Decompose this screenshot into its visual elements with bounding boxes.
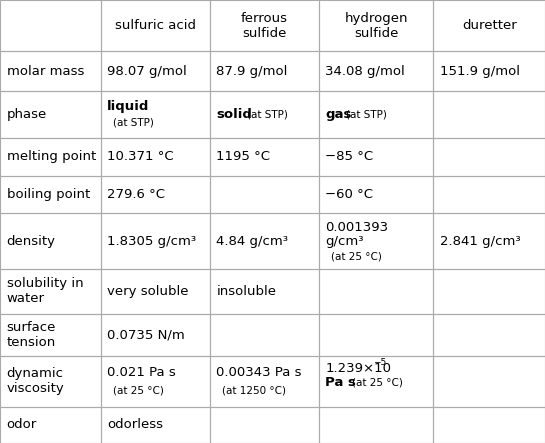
- Bar: [319, 176, 433, 214]
- Bar: [101, 138, 210, 176]
- Text: liquid: liquid: [107, 100, 150, 113]
- Text: (at STP): (at STP): [247, 109, 288, 120]
- Bar: [433, 407, 545, 443]
- Text: 0.00343 Pa s: 0.00343 Pa s: [216, 366, 302, 379]
- Bar: [433, 51, 545, 91]
- Text: 279.6 °C: 279.6 °C: [107, 188, 165, 201]
- Bar: [319, 356, 433, 407]
- Bar: [210, 314, 319, 356]
- Bar: [101, 214, 210, 269]
- Text: 98.07 g/mol: 98.07 g/mol: [107, 65, 187, 78]
- Text: (at 25 °C): (at 25 °C): [352, 378, 402, 388]
- Text: surface
tension: surface tension: [7, 321, 56, 349]
- Text: 2.841 g/cm³: 2.841 g/cm³: [440, 235, 520, 248]
- Bar: [101, 314, 210, 356]
- Text: 0.001393: 0.001393: [325, 221, 389, 234]
- Bar: [0, 269, 101, 314]
- Bar: [210, 51, 319, 91]
- Text: 1.8305 g/cm³: 1.8305 g/cm³: [107, 235, 197, 248]
- Text: 1195 °C: 1195 °C: [216, 150, 270, 163]
- Text: (at STP): (at STP): [346, 109, 387, 120]
- Bar: [319, 269, 433, 314]
- Text: solid: solid: [216, 108, 252, 121]
- Bar: [101, 0, 210, 51]
- Text: very soluble: very soluble: [107, 285, 189, 298]
- Bar: [319, 314, 433, 356]
- Bar: [433, 214, 545, 269]
- Bar: [0, 356, 101, 407]
- Bar: [101, 91, 210, 138]
- Bar: [210, 91, 319, 138]
- Text: odor: odor: [7, 419, 37, 431]
- Text: hydrogen
sulfide: hydrogen sulfide: [344, 12, 408, 39]
- Text: 87.9 g/mol: 87.9 g/mol: [216, 65, 288, 78]
- Text: dynamic
viscosity: dynamic viscosity: [7, 367, 64, 396]
- Text: solubility in
water: solubility in water: [7, 277, 83, 305]
- Text: −85 °C: −85 °C: [325, 150, 373, 163]
- Bar: [433, 91, 545, 138]
- Bar: [319, 0, 433, 51]
- Bar: [433, 138, 545, 176]
- Bar: [433, 314, 545, 356]
- Text: odorless: odorless: [107, 419, 164, 431]
- Text: −60 °C: −60 °C: [325, 188, 373, 201]
- Bar: [0, 51, 101, 91]
- Bar: [210, 269, 319, 314]
- Text: 4.84 g/cm³: 4.84 g/cm³: [216, 235, 288, 248]
- Bar: [210, 407, 319, 443]
- Bar: [319, 214, 433, 269]
- Text: (at 25 °C): (at 25 °C): [331, 251, 382, 261]
- Text: g/cm³: g/cm³: [325, 235, 364, 248]
- Text: duretter: duretter: [462, 19, 517, 32]
- Bar: [210, 138, 319, 176]
- Bar: [433, 176, 545, 214]
- Bar: [101, 176, 210, 214]
- Text: (at STP): (at STP): [113, 118, 154, 128]
- Text: density: density: [7, 235, 56, 248]
- Text: phase: phase: [7, 108, 47, 121]
- Text: (at 1250 °C): (at 1250 °C): [222, 385, 286, 395]
- Bar: [210, 176, 319, 214]
- Text: molar mass: molar mass: [7, 65, 84, 78]
- Bar: [319, 91, 433, 138]
- Bar: [101, 356, 210, 407]
- Bar: [433, 0, 545, 51]
- Text: melting point: melting point: [7, 150, 96, 163]
- Bar: [433, 269, 545, 314]
- Bar: [319, 51, 433, 91]
- Bar: [0, 176, 101, 214]
- Bar: [319, 138, 433, 176]
- Bar: [210, 356, 319, 407]
- Text: insoluble: insoluble: [216, 285, 276, 298]
- Text: −5: −5: [373, 358, 386, 367]
- Text: 34.08 g/mol: 34.08 g/mol: [325, 65, 405, 78]
- Bar: [210, 214, 319, 269]
- Bar: [0, 314, 101, 356]
- Text: 10.371 °C: 10.371 °C: [107, 150, 174, 163]
- Bar: [0, 407, 101, 443]
- Text: sulfuric acid: sulfuric acid: [115, 19, 196, 32]
- Text: 151.9 g/mol: 151.9 g/mol: [440, 65, 520, 78]
- Text: 0.021 Pa s: 0.021 Pa s: [107, 366, 176, 379]
- Text: (at 25 °C): (at 25 °C): [113, 385, 164, 395]
- Text: Pa s: Pa s: [325, 377, 356, 389]
- Text: boiling point: boiling point: [7, 188, 90, 201]
- Bar: [101, 51, 210, 91]
- Bar: [101, 407, 210, 443]
- Bar: [0, 91, 101, 138]
- Bar: [319, 407, 433, 443]
- Text: 1.239×10: 1.239×10: [325, 362, 391, 375]
- Text: gas: gas: [325, 108, 352, 121]
- Text: 0.0735 N/m: 0.0735 N/m: [107, 328, 185, 341]
- Bar: [101, 269, 210, 314]
- Bar: [433, 356, 545, 407]
- Bar: [0, 214, 101, 269]
- Bar: [0, 0, 101, 51]
- Bar: [210, 0, 319, 51]
- Bar: [0, 138, 101, 176]
- Text: ferrous
sulfide: ferrous sulfide: [241, 12, 288, 39]
